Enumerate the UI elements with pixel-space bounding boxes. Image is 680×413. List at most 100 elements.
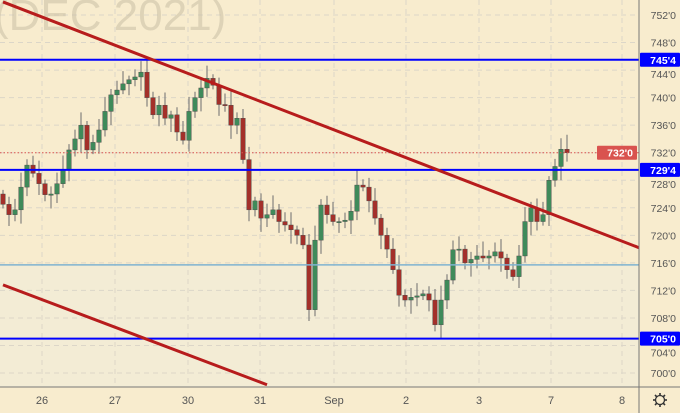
candle-body-down [372, 200, 378, 219]
candle-body-up [138, 71, 144, 78]
candle-body-up [516, 255, 522, 277]
candle-body-up [234, 118, 240, 126]
candle-body-up [126, 79, 132, 85]
price-tick-label: 740'0 [651, 93, 677, 105]
candle-body-up [486, 255, 492, 259]
time-tick-label: Sep [324, 395, 344, 407]
horizontal-levels [0, 58, 639, 340]
candle [138, 61, 144, 91]
candle-body-up [414, 295, 420, 298]
candle-body-down [246, 159, 252, 211]
candle [288, 212, 294, 244]
candle [414, 283, 420, 307]
candle [306, 233, 312, 322]
candle [174, 107, 180, 141]
candle-body-down [162, 104, 168, 119]
candle-body-down [510, 269, 516, 277]
candle [168, 110, 174, 133]
candle-body-up [168, 114, 174, 119]
last-price-label [597, 145, 637, 160]
candle-body-down [432, 299, 438, 326]
candle-body-up [270, 209, 276, 215]
candle [0, 189, 6, 209]
candle [96, 118, 102, 154]
price-tick-label: 728'0 [651, 179, 677, 191]
candle [498, 239, 504, 272]
candle [6, 196, 12, 227]
candle [396, 255, 402, 307]
time-tick-label: 27 [109, 395, 121, 407]
time-tick-label: 26 [36, 395, 48, 407]
candle-body-down [396, 269, 402, 296]
candle [360, 179, 366, 192]
candle-body-down [216, 85, 222, 105]
candle-body-down [480, 255, 486, 259]
candle-body-up [468, 259, 474, 264]
candle [144, 57, 150, 107]
candle [504, 253, 510, 279]
candle-body-up [354, 184, 360, 212]
candle-body-down [384, 235, 390, 250]
candle [258, 193, 264, 232]
candle [102, 96, 108, 137]
candle [324, 195, 330, 224]
candle [36, 160, 42, 196]
candle-body-down [402, 295, 408, 301]
candle [558, 138, 564, 181]
candle-body-down [150, 97, 156, 116]
price-tick-label: 720'0 [651, 230, 677, 242]
watermark: (DEC 2021) [0, 0, 226, 40]
candle [108, 89, 114, 126]
gear-icon[interactable] [653, 393, 667, 407]
level-price-label [640, 162, 680, 177]
candle-body-down [300, 235, 306, 246]
candle [12, 198, 18, 222]
candle-body-up [552, 166, 558, 181]
candle-body-up [558, 149, 564, 167]
candle-body-up [96, 129, 102, 143]
candle-body-down [306, 244, 312, 310]
candle [516, 244, 522, 288]
candle [402, 289, 408, 307]
candle-body-up [456, 248, 462, 251]
level-price-label-text: 729'4 [650, 165, 676, 177]
level-price-label-text: 705'0 [650, 334, 676, 346]
candle-body-down [42, 183, 48, 195]
candle-body-up [336, 221, 342, 223]
lower-zone [0, 264, 639, 387]
candle [42, 179, 48, 202]
candle [156, 95, 162, 127]
candle-body-down [378, 217, 384, 236]
candle-body-down [0, 193, 6, 205]
candle-body-up [120, 83, 126, 91]
candle-body-down [276, 209, 282, 222]
candle-body-up [492, 251, 498, 257]
time-tick-label: 8 [619, 395, 625, 407]
candle-body-up [12, 209, 18, 215]
candle-body-down [390, 248, 396, 270]
candle-body-down [282, 221, 288, 226]
candle [54, 172, 60, 203]
candle-body-up [18, 186, 24, 211]
candle [486, 250, 492, 270]
candle [552, 158, 558, 187]
candle-body-down [144, 71, 150, 98]
candle-body-up [54, 183, 60, 195]
candle [432, 289, 438, 332]
candle-body-down [174, 114, 180, 133]
time-axis[interactable]: 26 27 30 31 Sep 2 3 7 8 [36, 395, 625, 407]
candle-body-down [36, 173, 42, 184]
trendlines [2, 0, 640, 387]
candle-body-down [258, 200, 264, 219]
candle-body-down [228, 104, 234, 126]
candle [48, 186, 54, 209]
candle [426, 286, 432, 312]
candle-body-up [72, 138, 78, 151]
candle-body-up [342, 219, 348, 222]
candle-body-up [540, 214, 546, 222]
candle [492, 242, 498, 263]
price-axis[interactable]: 752'0 748'0 744'0 740'0 736'0 732'0 728'0 724'0… [651, 10, 677, 380]
candle-body-up [444, 279, 450, 301]
candle [126, 75, 132, 96]
